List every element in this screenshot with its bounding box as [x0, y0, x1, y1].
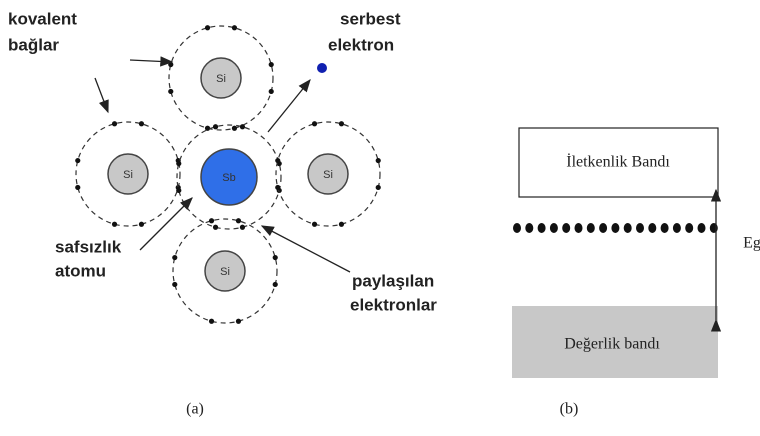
electron	[239, 124, 246, 130]
orbit	[172, 218, 278, 324]
dot	[672, 223, 681, 233]
atom-label: Si	[323, 169, 333, 181]
orbit	[168, 25, 274, 131]
electron	[75, 157, 81, 164]
electron	[338, 221, 345, 227]
dot	[697, 223, 706, 233]
dot	[525, 223, 534, 233]
dot	[537, 223, 546, 233]
electron	[268, 88, 274, 95]
electron	[204, 125, 211, 131]
dot	[562, 223, 571, 233]
dot	[586, 223, 595, 233]
atom-label: Si	[123, 169, 133, 181]
label: kovalent	[8, 9, 77, 28]
electron	[138, 221, 145, 227]
arrow	[129, 56, 174, 67]
electron	[272, 254, 278, 261]
electron	[375, 184, 381, 191]
nucleus	[204, 250, 246, 292]
orbit	[176, 124, 282, 230]
orbit	[275, 121, 381, 227]
electron	[375, 157, 381, 164]
atoms: Si Si Sb Si Si	[75, 25, 381, 324]
orbit	[75, 121, 181, 227]
arrow	[94, 77, 109, 114]
electron	[138, 121, 145, 127]
dot	[574, 223, 583, 233]
electron	[111, 121, 118, 127]
band-label: Değerlik bandı	[564, 336, 660, 353]
label: elektron	[328, 35, 394, 54]
electron	[275, 184, 281, 191]
electron	[311, 121, 318, 127]
electron	[176, 187, 182, 194]
atom-label: Si	[216, 73, 226, 85]
electron	[75, 184, 81, 191]
caption: (a)	[186, 401, 204, 418]
electron	[239, 224, 246, 230]
nucleus	[307, 153, 349, 195]
electron	[231, 25, 238, 31]
atom-label: Sb	[222, 172, 235, 184]
electron	[231, 125, 238, 131]
dot	[623, 223, 632, 233]
label: paylaşılan	[352, 271, 434, 290]
free-electron	[317, 63, 327, 73]
electron	[168, 88, 174, 95]
dot	[685, 223, 694, 233]
donor-levels	[513, 223, 718, 233]
electron	[235, 218, 242, 224]
label: atomu	[55, 261, 106, 280]
valence-band	[512, 306, 718, 378]
electron	[204, 25, 211, 31]
label: bağlar	[8, 35, 59, 54]
electron	[311, 221, 318, 227]
electron	[212, 124, 219, 130]
electron	[338, 121, 345, 127]
label: elektronlar	[350, 295, 437, 314]
conduction-band	[518, 127, 719, 198]
nucleus	[107, 153, 149, 195]
nucleus	[200, 148, 258, 206]
electron	[172, 254, 178, 261]
label: safsızlık	[55, 237, 122, 256]
electron	[208, 218, 215, 224]
electron	[168, 61, 174, 68]
dot	[648, 223, 657, 233]
electron	[111, 221, 118, 227]
band-label: İletkenlik Bandı	[566, 153, 670, 171]
electron	[172, 281, 178, 288]
gap-label: Eg	[743, 235, 760, 252]
arrow	[139, 197, 193, 251]
electron	[212, 224, 219, 230]
electron	[176, 160, 182, 167]
electron	[268, 61, 274, 68]
nucleus	[200, 57, 242, 99]
dot	[636, 223, 644, 233]
dot	[599, 223, 608, 233]
dot	[513, 223, 521, 233]
electron	[208, 318, 215, 324]
atom-label: Si	[220, 266, 230, 278]
label: serbest	[340, 9, 401, 28]
arrow	[267, 78, 311, 133]
dot	[660, 223, 669, 233]
arrow	[260, 225, 351, 273]
dot	[549, 223, 558, 233]
electron	[235, 318, 242, 324]
electron	[275, 157, 281, 164]
dot	[611, 223, 620, 233]
electron	[272, 281, 278, 288]
caption: (b)	[560, 401, 579, 418]
